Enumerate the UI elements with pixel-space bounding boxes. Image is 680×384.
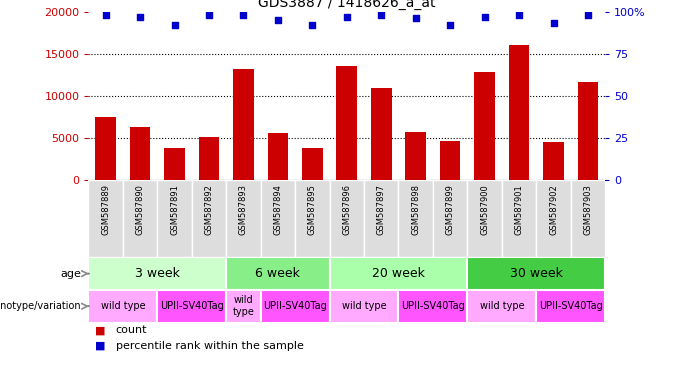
Bar [337, 66, 357, 180]
Bar [226, 257, 330, 290]
Point [410, 15, 421, 22]
Text: ■: ■ [95, 325, 105, 335]
Text: GSM587891: GSM587891 [170, 184, 179, 235]
Bar [543, 142, 564, 180]
Bar [88, 290, 157, 323]
Text: UPII-SV40Tag: UPII-SV40Tag [539, 301, 602, 311]
Text: GSM587902: GSM587902 [549, 184, 558, 235]
Bar [226, 290, 260, 323]
Bar [95, 117, 116, 180]
Bar [157, 290, 226, 323]
Bar [502, 180, 537, 257]
Bar [330, 257, 467, 290]
Text: count: count [116, 325, 147, 335]
Point [135, 13, 146, 20]
Text: 6 week: 6 week [256, 267, 301, 280]
Text: 20 week: 20 week [372, 267, 425, 280]
Bar [260, 290, 330, 323]
Text: 30 week: 30 week [510, 267, 563, 280]
Bar [88, 257, 226, 290]
Text: GSM587890: GSM587890 [135, 184, 145, 235]
Text: percentile rank within the sample: percentile rank within the sample [116, 341, 303, 351]
Bar [164, 148, 185, 180]
Bar [371, 88, 392, 180]
Bar [474, 71, 495, 180]
Point [445, 22, 456, 28]
Text: wild type: wild type [342, 301, 386, 311]
Point [238, 12, 249, 18]
Bar [577, 82, 598, 180]
Text: UPII-SV40Tag: UPII-SV40Tag [401, 301, 465, 311]
Title: GDS3887 / 1418626_a_at: GDS3887 / 1418626_a_at [258, 0, 436, 10]
Bar [330, 180, 364, 257]
Bar [398, 290, 467, 323]
Bar [157, 180, 192, 257]
Text: GSM587894: GSM587894 [273, 184, 282, 235]
Bar [302, 147, 323, 180]
Text: GSM587893: GSM587893 [239, 184, 248, 235]
Text: GSM587895: GSM587895 [308, 184, 317, 235]
Text: GSM587892: GSM587892 [205, 184, 214, 235]
Bar [440, 141, 460, 180]
Bar [364, 180, 398, 257]
Text: GSM587901: GSM587901 [515, 184, 524, 235]
Bar [123, 180, 157, 257]
Bar [398, 180, 433, 257]
Point [273, 17, 284, 23]
Bar [405, 132, 426, 180]
Bar [295, 180, 330, 257]
Bar [267, 133, 288, 180]
Point [203, 12, 214, 18]
Text: ■: ■ [95, 341, 105, 351]
Text: genotype/variation: genotype/variation [0, 301, 82, 311]
Bar [226, 180, 260, 257]
Point [479, 13, 490, 20]
Point [100, 12, 111, 18]
Bar [467, 290, 537, 323]
Point [583, 12, 594, 18]
Text: GSM587903: GSM587903 [583, 184, 592, 235]
Text: GSM587899: GSM587899 [445, 184, 455, 235]
Bar [537, 180, 571, 257]
Bar [571, 180, 605, 257]
Bar [260, 180, 295, 257]
Text: wild
type: wild type [233, 295, 254, 317]
Text: wild type: wild type [101, 301, 145, 311]
Text: UPII-SV40Tag: UPII-SV40Tag [263, 301, 327, 311]
Bar [467, 257, 605, 290]
Point [548, 20, 559, 26]
Bar [88, 180, 123, 257]
Bar [467, 180, 502, 257]
Text: 3 week: 3 week [135, 267, 180, 280]
Text: UPII-SV40Tag: UPII-SV40Tag [160, 301, 224, 311]
Text: wild type: wild type [479, 301, 524, 311]
Bar [233, 69, 254, 180]
Text: GSM587889: GSM587889 [101, 184, 110, 235]
Text: GSM587896: GSM587896 [342, 184, 352, 235]
Point [307, 22, 318, 28]
Point [376, 12, 387, 18]
Bar [433, 180, 467, 257]
Point [341, 13, 352, 20]
Bar [192, 180, 226, 257]
Bar [537, 290, 605, 323]
Text: age: age [61, 268, 82, 279]
Point [169, 22, 180, 28]
Text: GSM587900: GSM587900 [480, 184, 489, 235]
Bar [199, 137, 220, 180]
Bar [130, 127, 150, 180]
Bar [330, 290, 398, 323]
Text: GSM587898: GSM587898 [411, 184, 420, 235]
Point [513, 12, 524, 18]
Bar [509, 45, 530, 180]
Text: GSM587897: GSM587897 [377, 184, 386, 235]
